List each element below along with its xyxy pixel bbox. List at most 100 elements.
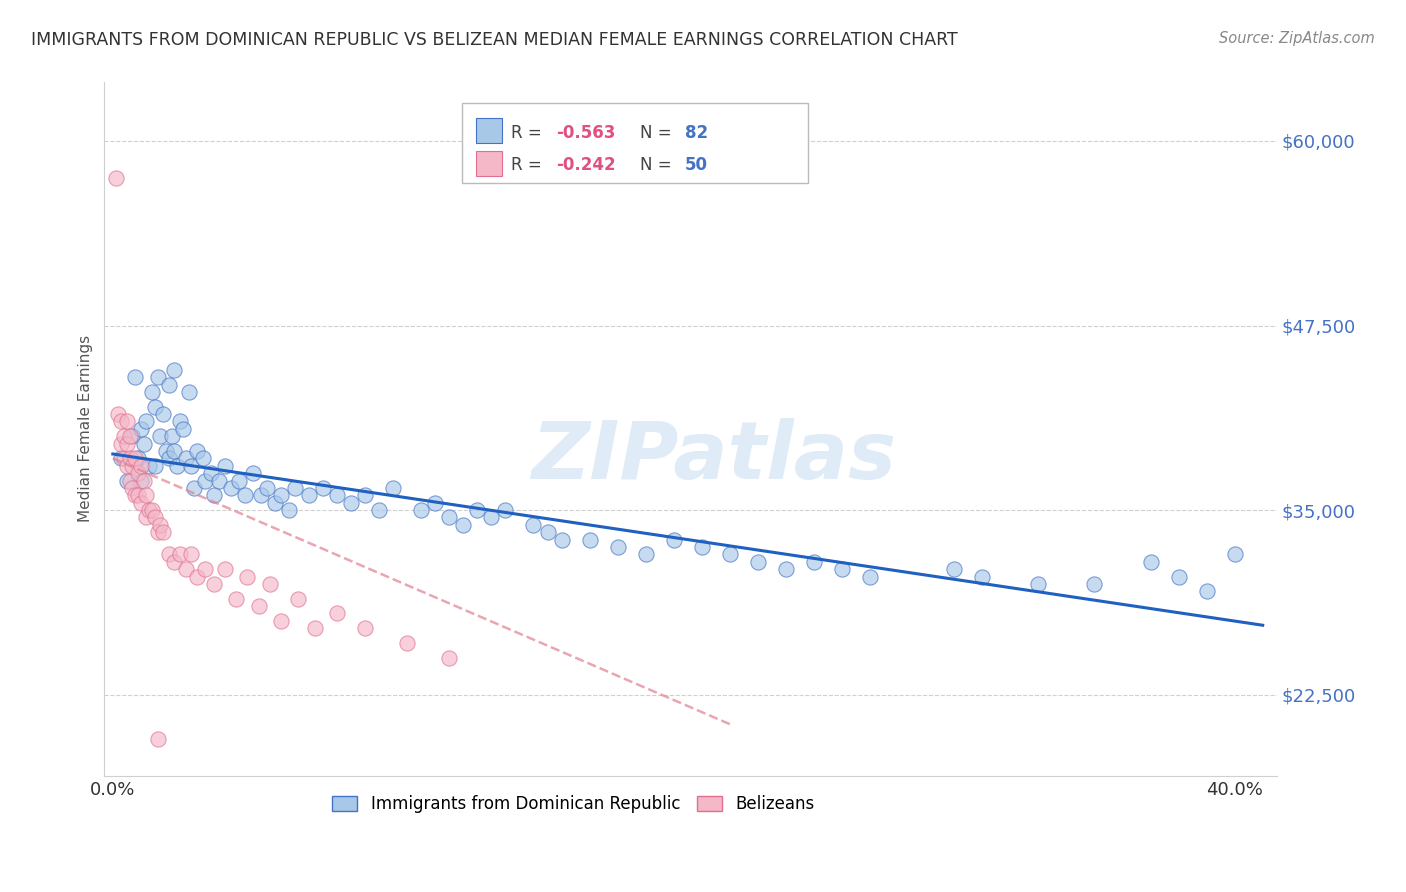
Point bbox=[214, 458, 236, 473]
Point bbox=[690, 540, 713, 554]
Point bbox=[157, 377, 180, 392]
Point bbox=[354, 621, 377, 635]
Point bbox=[467, 503, 489, 517]
Point bbox=[115, 436, 138, 450]
Point bbox=[304, 621, 326, 635]
Point bbox=[169, 415, 191, 429]
Point bbox=[121, 429, 143, 443]
Point bbox=[228, 474, 250, 488]
Point bbox=[236, 569, 259, 583]
Point bbox=[943, 562, 966, 576]
Point bbox=[202, 488, 225, 502]
Point bbox=[149, 429, 172, 443]
Point bbox=[481, 510, 503, 524]
Point bbox=[115, 458, 138, 473]
FancyBboxPatch shape bbox=[477, 118, 502, 143]
Point bbox=[662, 533, 685, 547]
Point bbox=[180, 547, 202, 561]
Point bbox=[233, 488, 256, 502]
Point bbox=[155, 444, 177, 458]
Point bbox=[143, 400, 166, 414]
Point bbox=[146, 525, 169, 540]
Point bbox=[135, 415, 157, 429]
Point bbox=[208, 474, 231, 488]
Point bbox=[121, 481, 143, 495]
Point bbox=[166, 458, 188, 473]
Point bbox=[312, 481, 335, 495]
Point bbox=[1195, 584, 1218, 599]
Point bbox=[157, 451, 180, 466]
Point bbox=[368, 503, 391, 517]
Text: -0.242: -0.242 bbox=[555, 156, 616, 174]
Point bbox=[127, 488, 149, 502]
Point bbox=[859, 569, 882, 583]
Point bbox=[972, 569, 994, 583]
Point bbox=[163, 363, 186, 377]
FancyBboxPatch shape bbox=[477, 151, 502, 176]
Point bbox=[163, 444, 186, 458]
Point bbox=[536, 525, 558, 540]
Text: R =: R = bbox=[512, 124, 547, 142]
Point bbox=[160, 429, 183, 443]
Point bbox=[256, 481, 278, 495]
Point bbox=[112, 429, 135, 443]
Point bbox=[326, 488, 349, 502]
Point bbox=[396, 636, 419, 650]
Point bbox=[278, 503, 301, 517]
Point bbox=[138, 503, 160, 517]
Text: 50: 50 bbox=[685, 156, 707, 174]
Point bbox=[340, 496, 363, 510]
Point bbox=[191, 451, 214, 466]
Point bbox=[453, 517, 475, 532]
Point bbox=[382, 481, 405, 495]
Point bbox=[225, 591, 247, 606]
Point bbox=[115, 415, 138, 429]
Text: R =: R = bbox=[512, 156, 547, 174]
Point bbox=[124, 370, 146, 384]
Point bbox=[129, 458, 152, 473]
Point bbox=[831, 562, 853, 576]
Point bbox=[1223, 547, 1246, 561]
Point bbox=[163, 555, 186, 569]
Point bbox=[107, 407, 129, 421]
Point bbox=[718, 547, 741, 561]
Point bbox=[104, 170, 127, 185]
Point bbox=[118, 474, 141, 488]
Point bbox=[152, 407, 174, 421]
Point bbox=[138, 458, 160, 473]
Point bbox=[127, 451, 149, 466]
FancyBboxPatch shape bbox=[463, 103, 808, 183]
Point bbox=[202, 577, 225, 591]
Point bbox=[194, 474, 217, 488]
Point bbox=[129, 422, 152, 436]
Point bbox=[284, 481, 307, 495]
Point bbox=[115, 474, 138, 488]
Point bbox=[124, 451, 146, 466]
Point bbox=[250, 488, 273, 502]
Point bbox=[141, 384, 163, 399]
Point bbox=[439, 650, 461, 665]
Point bbox=[129, 474, 152, 488]
Point bbox=[157, 547, 180, 561]
Point bbox=[494, 503, 516, 517]
Point bbox=[219, 481, 242, 495]
Point bbox=[287, 591, 309, 606]
Point bbox=[110, 436, 132, 450]
Point bbox=[180, 458, 202, 473]
Point bbox=[174, 451, 197, 466]
Point bbox=[149, 517, 172, 532]
Point bbox=[200, 466, 222, 480]
Point bbox=[135, 510, 157, 524]
Point bbox=[264, 496, 287, 510]
Point bbox=[169, 547, 191, 561]
Point bbox=[522, 517, 544, 532]
Point bbox=[578, 533, 600, 547]
Point bbox=[425, 496, 447, 510]
Point bbox=[194, 562, 217, 576]
Point bbox=[439, 510, 461, 524]
Text: ZIPatlas: ZIPatlas bbox=[531, 417, 897, 496]
Point bbox=[354, 488, 377, 502]
Point bbox=[634, 547, 657, 561]
Point bbox=[550, 533, 572, 547]
Point bbox=[747, 555, 769, 569]
